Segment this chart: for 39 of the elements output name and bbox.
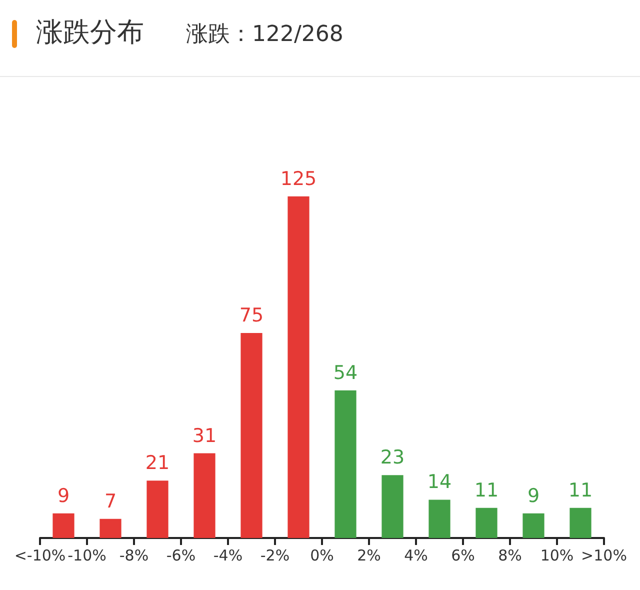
x-tick-label: -8%	[119, 546, 149, 564]
data-label: 23	[380, 446, 405, 469]
data-label: 21	[145, 452, 170, 474]
data-label: 9	[527, 484, 540, 507]
bar	[428, 500, 450, 538]
data-label: 75	[239, 304, 264, 326]
bar	[240, 333, 262, 538]
x-tick-label: 2%	[357, 546, 381, 564]
bar	[100, 518, 122, 538]
x-tick-label: 8%	[498, 546, 522, 564]
data-label: 54	[333, 362, 358, 384]
chart-subtitle: 涨跌：122/268	[186, 21, 344, 49]
bar	[476, 508, 498, 538]
data-label: 14	[427, 471, 452, 494]
x-tick-label: >10%	[581, 546, 627, 564]
bar	[52, 513, 74, 538]
bar	[334, 390, 356, 538]
bar	[382, 475, 404, 538]
x-tick-label: 0%	[310, 546, 334, 564]
x-tick-label: -6%	[166, 546, 196, 564]
x-tick-label: -4%	[213, 546, 243, 564]
data-label: 31	[192, 424, 217, 447]
x-tick-label: -10%	[68, 546, 106, 564]
x-tick-label: 4%	[404, 546, 428, 564]
data-label: 9	[57, 484, 70, 507]
bar	[288, 196, 310, 538]
bar	[522, 513, 544, 538]
data-label: 125	[280, 168, 317, 190]
x-tick-label: 6%	[451, 546, 475, 564]
bar	[570, 508, 592, 538]
bar	[194, 453, 216, 538]
bar	[146, 480, 168, 538]
data-label: 11	[568, 479, 593, 502]
data-label: 7	[104, 490, 117, 512]
x-tick-label: <-10%	[14, 546, 66, 564]
data-label: 11	[474, 479, 499, 502]
chart-title: 涨跌分布	[36, 16, 144, 50]
x-tick-label: 10%	[540, 546, 574, 564]
x-tick-label: -2%	[260, 546, 290, 564]
